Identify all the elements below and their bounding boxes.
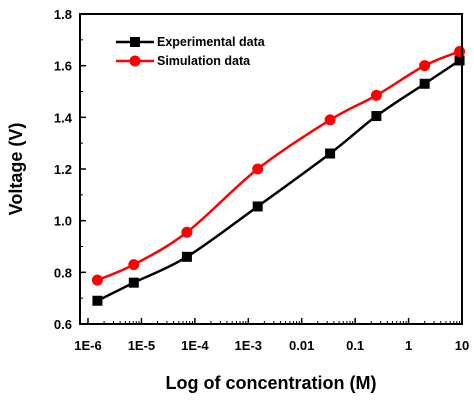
data-point-circle xyxy=(454,45,466,57)
data-point-circle xyxy=(181,226,193,238)
y-axis-title: Voltage (V) xyxy=(6,123,26,216)
plot-area xyxy=(91,45,466,306)
y-tick-label: 0.8 xyxy=(54,265,72,280)
x-tick-label: 1E-6 xyxy=(74,338,101,353)
x-tick-label: 1E-3 xyxy=(235,338,262,353)
y-tick-label: 1.6 xyxy=(54,59,72,74)
data-point-square xyxy=(128,277,139,288)
series-simulation xyxy=(91,45,466,286)
x-tick-label: 10 xyxy=(455,338,469,353)
y-tick-label: 1.0 xyxy=(54,214,72,229)
x-tick-label: 1 xyxy=(405,338,412,353)
data-point-square xyxy=(325,148,336,159)
x-axis-title: Log of concentration (M) xyxy=(166,373,377,393)
legend: Experimental data Simulation data xyxy=(116,35,266,68)
y-tick-label: 1.8 xyxy=(54,7,72,22)
legend-entry-experimental: Experimental data xyxy=(116,35,266,49)
data-point-square xyxy=(181,251,192,262)
legend-label-simulation: Simulation data xyxy=(157,54,251,68)
series-line xyxy=(96,59,461,302)
legend-marker-circle xyxy=(129,55,141,67)
legend-entry-simulation: Simulation data xyxy=(116,54,251,68)
x-tick-label: 0.01 xyxy=(289,338,314,353)
y-tick-label: 0.6 xyxy=(54,317,72,332)
data-point-square xyxy=(371,111,382,122)
legend-marker-square xyxy=(130,37,140,47)
data-point-circle xyxy=(324,114,336,126)
legend-label-experimental: Experimental data xyxy=(157,35,266,49)
y-tick-label: 1.2 xyxy=(54,162,72,177)
data-point-square xyxy=(92,295,103,306)
data-point-circle xyxy=(419,60,431,72)
axis-ticks: 1E-6 1E-5 1E-4 1E-3 0.01 0.1 1 10 0.6 0.8 1.0 1.2 1.… xyxy=(54,7,469,353)
series-line xyxy=(96,50,461,282)
x-tick-label: 1E-5 xyxy=(128,338,155,353)
data-point-circle xyxy=(128,259,140,271)
data-point-square xyxy=(252,201,263,212)
series-experimental xyxy=(92,55,465,306)
data-point-circle xyxy=(252,163,264,175)
x-tick-label: 1E-4 xyxy=(181,338,209,353)
data-point-square xyxy=(419,78,430,89)
y-tick-label: 1.4 xyxy=(54,110,73,125)
data-point-square xyxy=(454,55,465,66)
x-tick-label: 0.1 xyxy=(346,338,364,353)
data-point-circle xyxy=(91,274,103,286)
data-point-circle xyxy=(370,89,382,101)
